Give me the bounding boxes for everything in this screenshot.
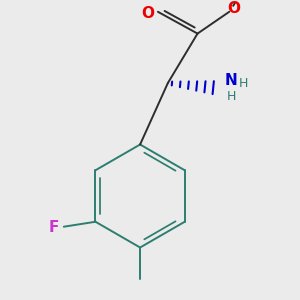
Text: N: N (225, 73, 238, 88)
Text: H: H (238, 76, 248, 90)
Text: O: O (142, 6, 154, 21)
Text: O: O (228, 1, 241, 16)
Text: F: F (49, 220, 59, 235)
Text: H: H (226, 91, 236, 103)
